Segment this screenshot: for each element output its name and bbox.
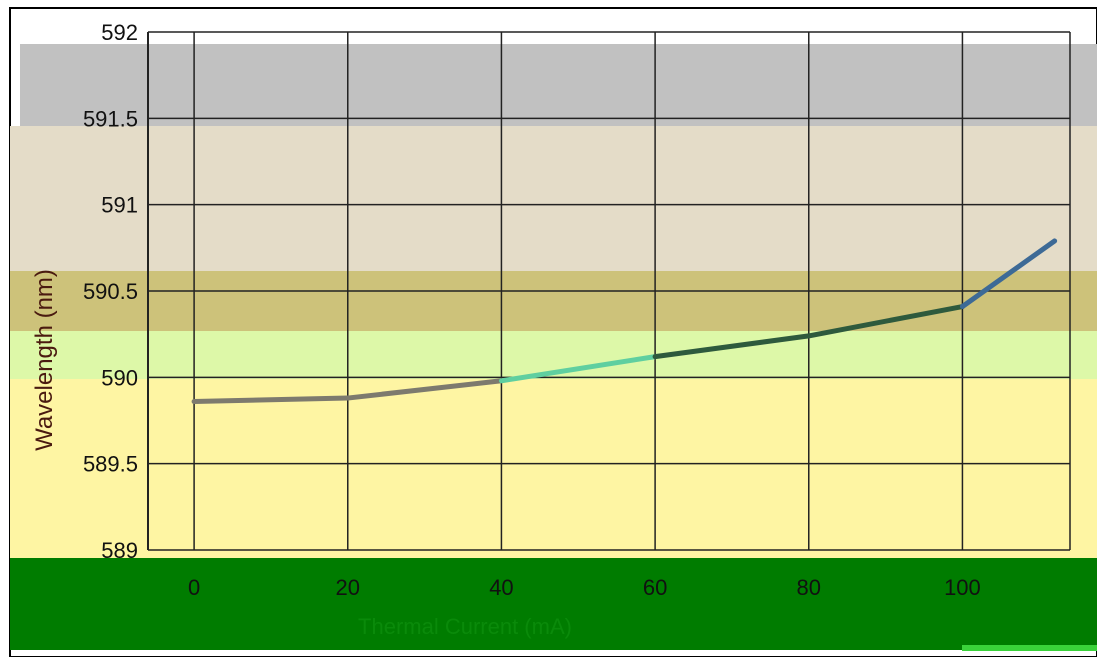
y-tick-labels: 589 589.5 590 590.5 591 591.5 592 [83, 20, 138, 563]
band-olive [10, 271, 1097, 331]
series-segment [652, 333, 812, 360]
x-tick-label: 20 [336, 575, 360, 600]
x-tick-labels: 0 20 40 60 80 100 [188, 575, 981, 600]
y-tick-label: 589.5 [83, 452, 138, 477]
y-axis-label: Wavelength (nm) [31, 269, 58, 451]
y-tick-label: 592 [101, 20, 138, 45]
x-tick-label: 100 [944, 575, 981, 600]
decorative-strip [962, 645, 1097, 651]
x-tick-label: 80 [797, 575, 821, 600]
series-segment [345, 378, 504, 401]
y-tick-label: 590 [101, 365, 138, 390]
series-segment [959, 238, 1058, 310]
series-segment [191, 395, 351, 405]
series-layer [191, 238, 1058, 405]
y-tick-label: 590.5 [83, 279, 138, 304]
band-green [10, 558, 1097, 650]
band-gray [20, 44, 1097, 126]
series-segment [806, 304, 965, 339]
series-segment [498, 354, 658, 384]
background-bands [10, 44, 1097, 650]
x-tick-label: 40 [489, 575, 513, 600]
y-tick-label: 589 [101, 538, 138, 563]
y-tick-label: 591 [101, 193, 138, 218]
x-axis-label: Thermal Current (mA) [358, 614, 572, 639]
x-tick-label: 60 [643, 575, 667, 600]
band-beige [10, 126, 1097, 271]
y-tick-label: 591.5 [83, 106, 138, 131]
band-yellow [10, 379, 1097, 558]
grid [147, 31, 1071, 551]
x-tick-label: 0 [188, 575, 200, 600]
